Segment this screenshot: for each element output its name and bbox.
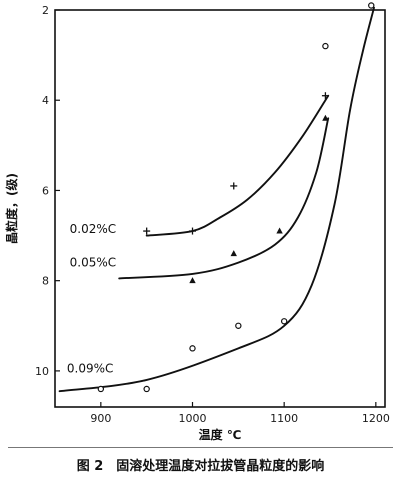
data-point-plus xyxy=(143,227,151,235)
series-label-2: 0.05%C xyxy=(70,256,117,270)
x-tick-label: 1100 xyxy=(270,412,298,425)
data-point-circle xyxy=(97,385,105,393)
data-point-triangle xyxy=(322,114,329,121)
data-point-circle xyxy=(235,322,242,329)
data-point-circle xyxy=(143,385,150,393)
data-point-triangle xyxy=(189,277,196,284)
plot-area-frame xyxy=(54,9,386,408)
data-point-plus xyxy=(230,182,238,190)
series-curve-1 xyxy=(145,94,330,237)
data-point-triangle xyxy=(276,227,283,234)
figure-caption: 图 2 固溶处理温度对拉拔管晶粒度的影响 xyxy=(76,459,325,474)
y-tick-label: 6 xyxy=(42,184,49,197)
data-point-circle xyxy=(322,42,329,50)
caption-divider xyxy=(8,447,393,448)
data-point-plus xyxy=(321,92,329,100)
y-axis-title: 晶粒度，(级) xyxy=(4,173,19,244)
y-tick-label: 8 xyxy=(42,275,49,288)
x-tick-label: 900 xyxy=(90,412,111,425)
series-label-1: 0.02%C xyxy=(70,222,117,236)
data-point-triangle xyxy=(230,250,237,257)
data-point-circle xyxy=(280,318,288,325)
y-tick-label: 2 xyxy=(42,4,49,17)
series-label-3: 0.09%C xyxy=(67,362,114,376)
data-point-circle xyxy=(189,345,196,352)
series-curve-3 xyxy=(58,6,375,393)
data-point-circle xyxy=(368,2,375,9)
y-tick-label: 10 xyxy=(35,365,49,378)
x-tick-label: 1000 xyxy=(179,412,207,425)
series-curve-2 xyxy=(118,117,330,280)
x-tick-label: 1200 xyxy=(362,412,390,425)
y-tick-label: 4 xyxy=(42,94,49,107)
data-point-plus xyxy=(189,227,196,235)
x-axis-title: 温度 ℃ xyxy=(199,427,242,442)
